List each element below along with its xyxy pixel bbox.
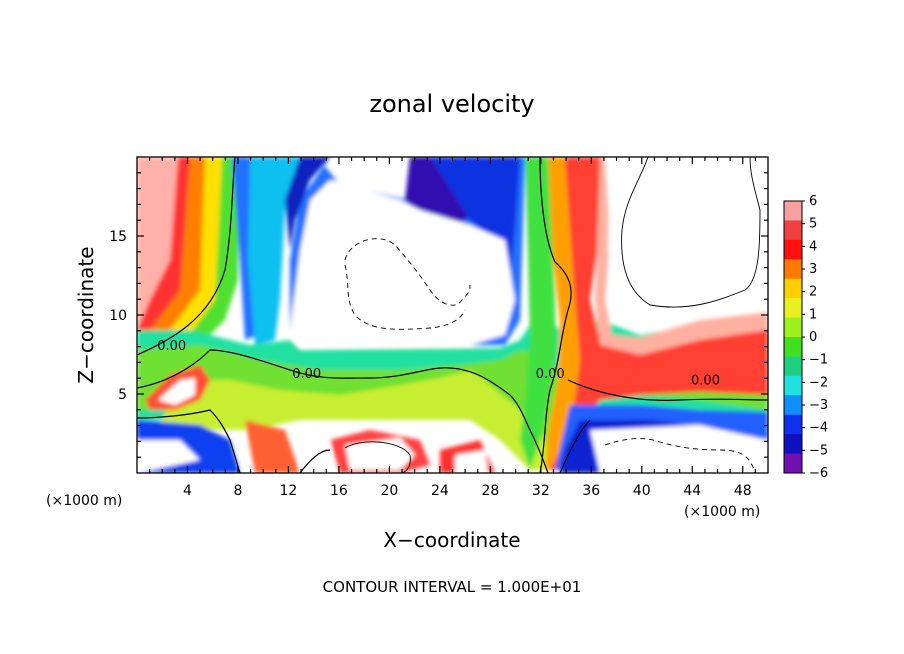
x-unit-right: (×1000 m) [684,504,760,520]
y-tick-label: 5 [118,387,127,403]
x-tick-label: 40 [633,483,651,499]
colorbar-swatch [784,395,802,416]
colorbar [783,200,805,474]
colorbar-label: −6 [809,466,828,481]
x-tick-label: 16 [330,483,348,499]
x-tick-label: 20 [380,483,398,499]
x-tick-labels: 4 8 12 16 20 24 28 32 36 40 44 48 [183,483,752,499]
colorbar-label: −5 [809,443,828,458]
colorbar-labels: 6 5 4 3 2 1 0 −1 −2 −3 −4 −5 −6 [809,194,828,481]
axis-ticks [137,157,768,473]
y-tick-label: 10 [109,308,127,324]
colorbar-swatch [784,356,802,377]
x-unit-left: (×1000 m) [46,493,122,509]
colorbar-label: 5 [809,217,817,232]
x-axis-title: X−coordinate [383,528,520,552]
colorbar-label: 4 [809,239,817,254]
y-tick-labels: 5 10 15 [109,229,127,403]
x-tick-label: 8 [233,483,242,499]
x-tick-label: 48 [734,483,752,499]
colorbar-label: 2 [809,285,817,300]
colorbar-label: −1 [809,353,828,368]
colorbar-label: 6 [809,194,817,209]
colorbar-label: 1 [809,307,817,322]
colorbar-swatch [784,259,802,280]
colorbar-label: −3 [809,398,828,413]
colorbar-swatch [784,434,802,455]
colorbar-swatch [784,298,802,319]
colorbar-swatch [784,453,802,474]
colorbar-swatch [784,239,802,260]
colorbar-label: −4 [809,421,828,436]
colorbar-label: 3 [809,262,817,277]
contour-label: 0.00 [292,367,321,382]
colorbar-swatch [784,220,802,241]
x-tick-label: 32 [532,483,550,499]
x-tick-label: 28 [481,483,499,499]
x-tick-label: 44 [683,483,701,499]
contour-interval-note: CONTOUR INTERVAL = 1.000E+01 [323,578,582,596]
colorbar-swatch [784,317,802,338]
contour-label: 0.00 [691,374,720,389]
chart-title: zonal velocity [369,90,534,118]
colorbar-label: −2 [809,375,828,390]
contour-label: 0.00 [536,367,565,382]
colorbar-swatch [784,278,802,299]
y-axis-title: Z−coordinate [74,246,98,383]
contour-labels: 0.00 0.00 0.00 0.00 [157,339,720,389]
colorbar-swatch [784,201,802,221]
contour-label: 0.00 [157,339,186,354]
colorbar-swatch [784,337,802,357]
colorbar-swatch [784,375,802,396]
x-tick-label: 4 [183,483,192,499]
x-tick-label: 12 [280,483,298,499]
colorbar-label: 0 [809,330,817,345]
y-tick-label: 15 [109,229,127,245]
colorbar-swatch [784,414,802,435]
x-tick-label: 24 [431,483,449,499]
x-tick-label: 36 [582,483,600,499]
heatmap-field: 0.00 0.00 0.00 0.00 [137,157,768,473]
